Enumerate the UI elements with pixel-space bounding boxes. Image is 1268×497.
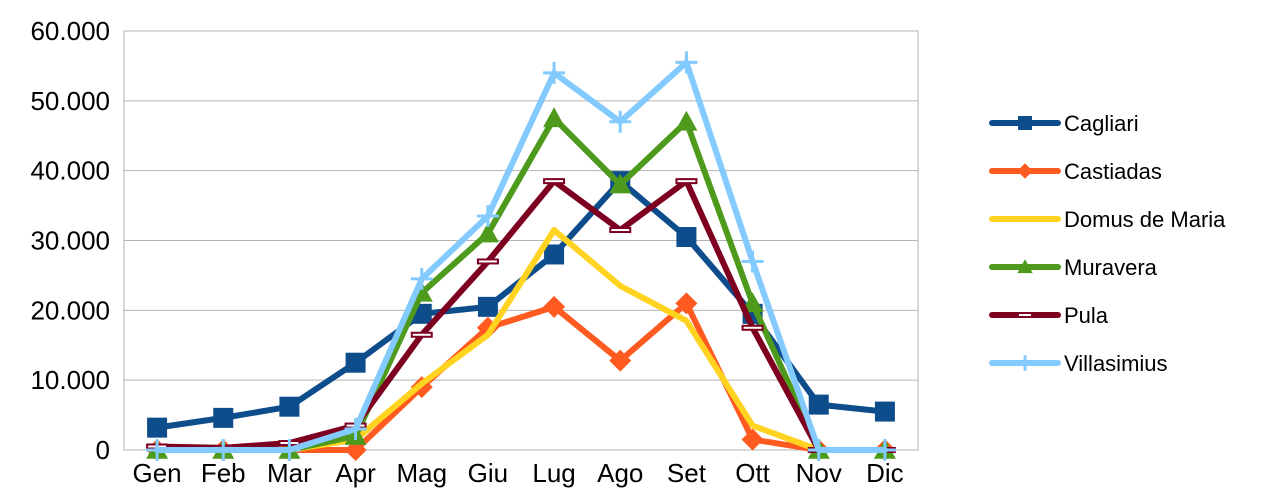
- data-point: [808, 394, 829, 415]
- series-group: [146, 51, 896, 461]
- legend-entry: Pula: [989, 303, 1109, 328]
- legend-label: Muravera: [1064, 255, 1158, 280]
- x-tick-label: Mag: [396, 458, 447, 488]
- legend-label: Villasimius: [1064, 351, 1168, 376]
- data-point: [477, 296, 498, 317]
- data-point: [279, 396, 300, 417]
- x-tick-label: Apr: [335, 458, 376, 488]
- legend: Cagliari Castiadas Domus de Maria Muravera P…: [989, 111, 1226, 376]
- data-point: [874, 401, 895, 422]
- legend-label: Pula: [1064, 303, 1109, 328]
- data-point: [807, 439, 830, 461]
- y-tick-label: 40.000: [30, 156, 110, 186]
- data-point: [410, 267, 433, 290]
- data-point: [609, 349, 632, 372]
- x-tick-label: Dic: [866, 458, 904, 488]
- x-tick-label: Lug: [532, 458, 575, 488]
- x-tick-label: Feb: [201, 458, 246, 488]
- series-line: [154, 59, 888, 453]
- data-point: [476, 205, 499, 228]
- data-point: [543, 295, 566, 318]
- legend-label: Castiadas: [1064, 159, 1162, 184]
- x-tick-label: Giu: [468, 458, 508, 488]
- legend-label: Domus de Maria: [1064, 207, 1226, 232]
- legend-entry: Villasimius: [989, 351, 1168, 376]
- data-point: [476, 222, 499, 243]
- legend-entry: Castiadas: [989, 159, 1162, 184]
- data-point: [675, 110, 698, 131]
- data-point: [344, 418, 367, 441]
- x-tick-label: Ott: [735, 458, 770, 488]
- y-tick-label: 20.000: [30, 295, 110, 325]
- data-point: [609, 227, 632, 234]
- data-point: [345, 352, 366, 373]
- legend-entry: Cagliari: [989, 111, 1139, 136]
- data-point: [212, 439, 235, 461]
- data-point: [609, 173, 632, 194]
- data-point: [278, 439, 301, 461]
- x-tick-label: Nov: [796, 458, 842, 488]
- series-cagliari: [147, 171, 895, 438]
- x-tick-label: Gen: [133, 458, 182, 488]
- data-point: [609, 110, 632, 133]
- data-point: [1017, 259, 1033, 274]
- legend-entry: Domus de Maria: [989, 207, 1226, 232]
- data-point: [873, 439, 896, 461]
- data-point: [410, 331, 433, 338]
- data-point: [741, 292, 764, 313]
- data-point: [476, 258, 499, 265]
- series-domus-de-maria: [154, 227, 888, 453]
- y-tick-label: 50.000: [30, 86, 110, 116]
- data-point: [1017, 163, 1033, 179]
- data-point: [741, 428, 764, 451]
- data-point: [675, 178, 698, 185]
- y-tick-label: 60.000: [30, 16, 110, 46]
- data-point: [676, 227, 697, 248]
- series-line: [154, 178, 888, 453]
- y-tick-label: 10.000: [30, 365, 110, 395]
- x-tick-label: Ago: [597, 458, 643, 488]
- y-tick-label: 30.000: [30, 226, 110, 256]
- data-point: [741, 250, 764, 273]
- data-point: [1018, 116, 1032, 130]
- y-tick-label: 0: [96, 435, 110, 465]
- legend-label: Cagliari: [1064, 111, 1139, 136]
- data-point: [675, 292, 698, 315]
- y-axis-tick-labels: 0 10.000 20.000 30.000 40.000 50.000 60.000: [30, 16, 110, 465]
- data-point: [1017, 355, 1033, 371]
- data-point: [675, 51, 698, 74]
- data-point: [543, 61, 566, 84]
- data-point: [213, 407, 234, 428]
- x-axis-tick-labels: Gen Feb Mar Apr Mag Giu Lug Ago Set Ott Nov Dic: [133, 458, 904, 488]
- x-tick-label: Set: [667, 458, 707, 488]
- data-point: [146, 439, 169, 461]
- series-line: [154, 227, 888, 453]
- data-point: [147, 417, 168, 438]
- series-villasimius: [146, 51, 896, 461]
- data-point: [543, 178, 566, 185]
- legend-entry: Muravera: [989, 255, 1158, 280]
- data-point: [741, 324, 764, 331]
- x-tick-label: Mar: [267, 458, 312, 488]
- data-point: [544, 244, 565, 265]
- data-point: [1017, 312, 1033, 318]
- data-point: [543, 107, 566, 128]
